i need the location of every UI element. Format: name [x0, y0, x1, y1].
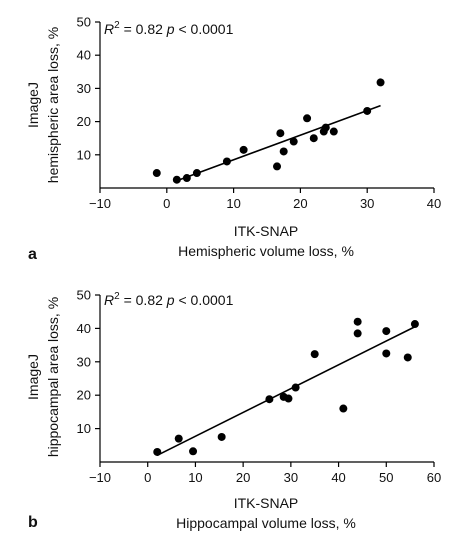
panel-b-data-point [403, 353, 412, 362]
panel-a-ylabel-line2: hemispheric area loss, % [45, 27, 61, 183]
panel-b-data-point [189, 447, 198, 456]
panel-b-data-point [410, 320, 419, 329]
panel-a-data-point [192, 169, 201, 178]
panel-a-data-point [363, 106, 372, 115]
panel-a-data-point [329, 127, 338, 136]
panel-a-data-point [321, 123, 330, 132]
panel-a-y-tick-label: 50 [77, 15, 91, 30]
panel-b-y-tick-label: 20 [77, 388, 91, 403]
panel-b-data-point [353, 329, 362, 338]
panel-a-p-symbol: p [166, 21, 175, 37]
panel-a-r-value: = 0.82 [120, 21, 167, 37]
panel-b-data-point [382, 349, 391, 358]
panel-b-y-tick-label: 10 [77, 421, 91, 436]
panel-a-data-point [182, 174, 191, 183]
panel-b-r-symbol: R [104, 292, 114, 308]
panel-b-data-point [382, 327, 391, 336]
panel-b-data-point [353, 317, 362, 326]
panel-a-data-point [309, 134, 318, 143]
panel-b-data-point [265, 395, 274, 404]
panel-b-data-point [217, 432, 226, 441]
panel-b-xlabel-line1: ITK-SNAP [234, 495, 299, 511]
panel-a-p-value: < 0.0001 [175, 21, 234, 37]
panel-b-y-tick-label: 50 [77, 288, 91, 303]
panel-b-x-tick-label: −10 [89, 470, 111, 485]
panel-b-ylabel-line2: hippocampal area loss, % [45, 297, 61, 457]
panel-a-data-point [376, 78, 385, 87]
panel-b-x-tick-label: 40 [331, 470, 345, 485]
panel-a-data-point [289, 137, 298, 146]
panel-a-x-tick-label: 0 [163, 196, 170, 211]
panel-b-x-tick-label: 0 [144, 470, 151, 485]
panel-b-fit-line [156, 326, 416, 457]
panel-a-data-point [222, 157, 231, 166]
panel-a-x-tick-label: −10 [89, 196, 111, 211]
panel-b-r2-annotation: R2 = 0.82 p < 0.0001 [104, 291, 234, 308]
panel-b-y-tick-label: 40 [77, 321, 91, 336]
panel-b-data-point [339, 404, 348, 413]
panel-a-r2-annotation: R2 = 0.82 p < 0.0001 [104, 20, 234, 37]
panel-a-y-tick-label: 40 [77, 48, 91, 63]
panel-a-data-point [279, 147, 288, 156]
panel-b-r-value: = 0.82 [120, 292, 167, 308]
panel-b-p-value: < 0.0001 [175, 292, 234, 308]
panel-b-r-exponent: 2 [114, 291, 120, 302]
panel-b-ylabel-line1: ImageJ [25, 354, 41, 400]
panel-b: ImageJ hippocampal area loss, % R2 = 0.8… [25, 288, 441, 532]
panel-a-x-tick-label: 20 [293, 196, 307, 211]
panel-a-data-point [172, 175, 181, 184]
panel-b-data-point [310, 350, 319, 359]
panel-b-x-tick-label: 10 [188, 470, 202, 485]
panel-b-x-tick-label: 20 [236, 470, 250, 485]
panel-b-data-point [291, 383, 300, 392]
panel-a-x-tick-label: 30 [360, 196, 374, 211]
panel-a-fit-line [176, 104, 381, 182]
panel-b-p-symbol: p [166, 292, 175, 308]
panel-a-r-symbol: R [104, 21, 114, 37]
panel-a-y-tick-label: 30 [77, 81, 91, 96]
panel-a-data-point [239, 145, 248, 154]
panel-a-data-point [276, 129, 285, 138]
panel-a-y-tick-label: 10 [77, 147, 91, 162]
panel-b-xlabel-line2: Hippocampal volume loss, % [176, 515, 356, 531]
panel-b-data-point [284, 394, 293, 403]
panel-b-data-point [153, 447, 162, 456]
panel-a-r-exponent: 2 [114, 20, 120, 31]
panel-a-ylabel-line1: ImageJ [25, 82, 41, 128]
panel-a-data-point [273, 162, 282, 171]
panel-a-x-tick-label: 10 [226, 196, 240, 211]
panel-a-xlabel-line2: Hemispheric volume loss, % [178, 243, 354, 259]
panel-a-xlabel-line1: ITK-SNAP [234, 223, 299, 239]
panel-a-letter: a [28, 246, 37, 263]
panel-a-y-tick-label: 20 [77, 114, 91, 129]
panel-b-letter: b [28, 514, 38, 531]
panel-b-data-point [174, 434, 183, 443]
panel-b-y-tick-label: 30 [77, 354, 91, 369]
panel-a-data-point [303, 114, 312, 123]
panel-a-x-tick-label: 40 [427, 196, 441, 211]
panel-b-x-tick-label: 30 [284, 470, 298, 485]
panel-a: ImageJ hemispheric area loss, % R2 = 0.8… [25, 15, 441, 264]
panel-b-x-tick-label: 60 [427, 470, 441, 485]
panel-b-x-tick-label: 50 [379, 470, 393, 485]
panel-a-data-point [152, 169, 161, 178]
